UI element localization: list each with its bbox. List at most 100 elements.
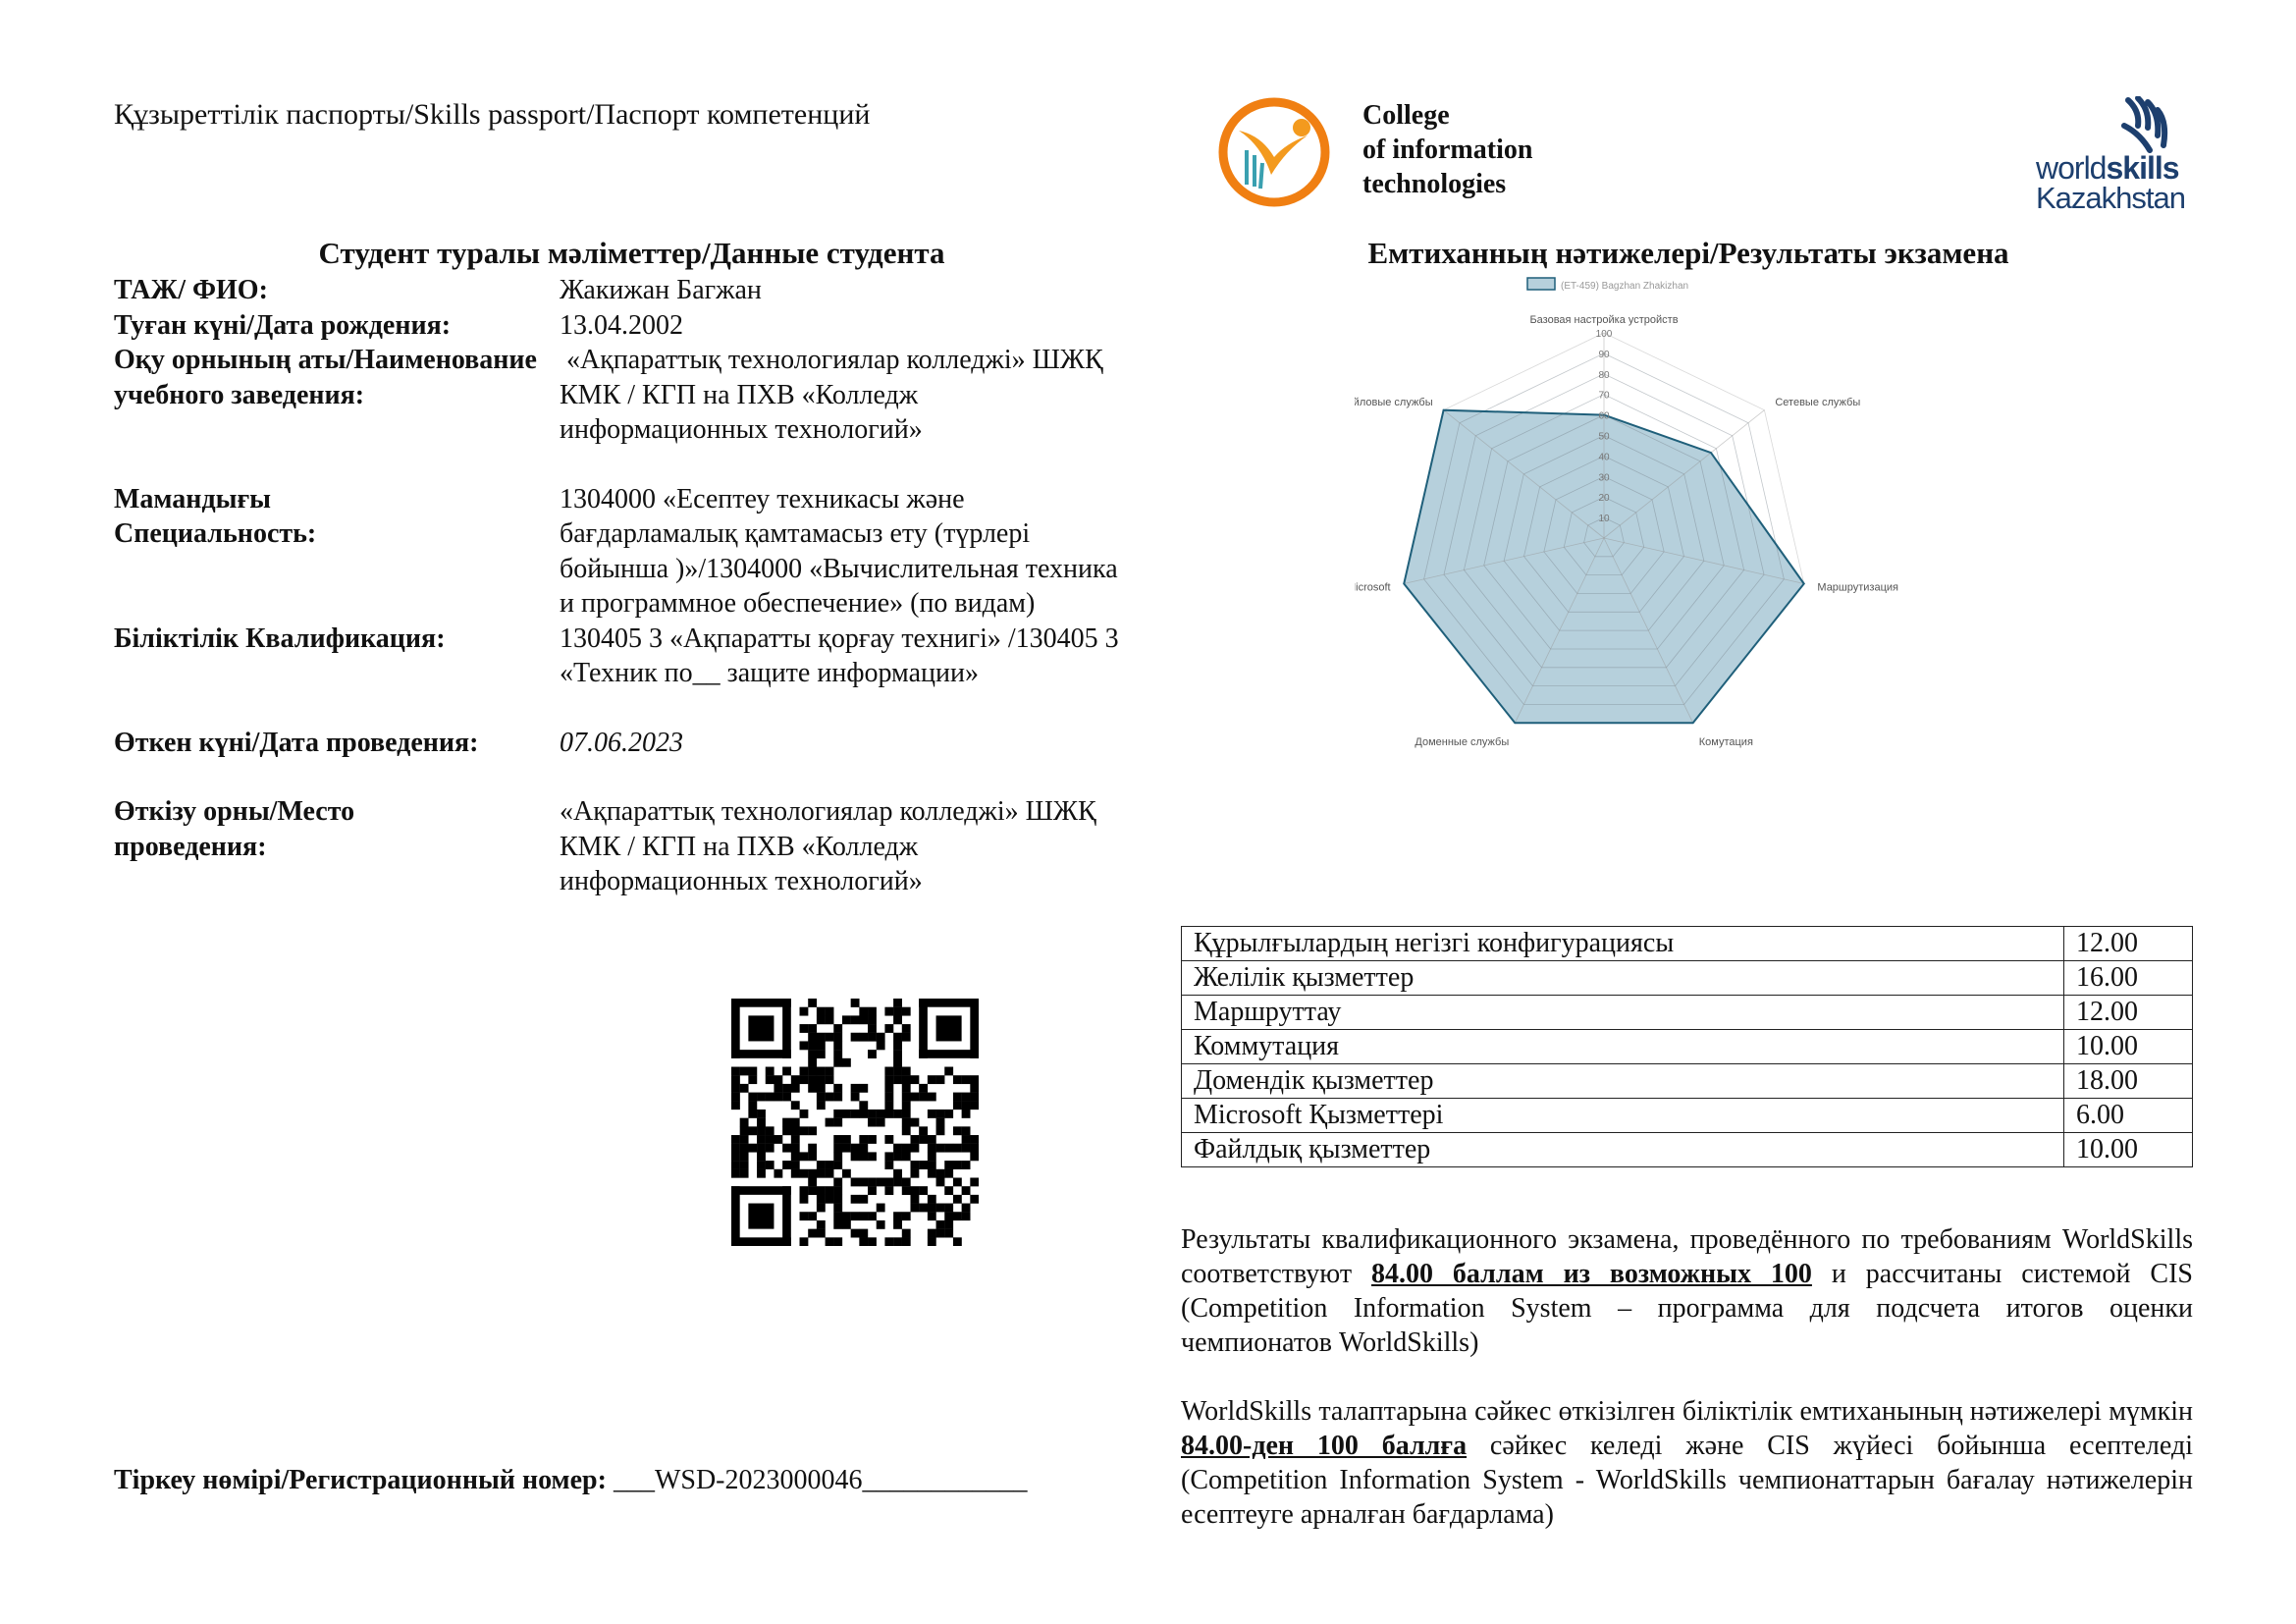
result-paragraph-ru: Результаты квалификационного экзамена, п… [1181, 1222, 2193, 1360]
qr-module [868, 1024, 877, 1033]
qr-module [868, 1212, 877, 1221]
qr-module [765, 1092, 774, 1102]
qr-module [944, 1228, 954, 1238]
qr-module [884, 1109, 894, 1118]
grid-ring [1443, 373, 1765, 687]
qr-module [799, 1075, 809, 1085]
qr-module [816, 1066, 826, 1076]
qr-module [893, 1057, 902, 1067]
qr-module [927, 1135, 936, 1144]
qr-module [748, 1066, 758, 1076]
qr-module [774, 1075, 783, 1085]
qr-module [833, 1161, 843, 1169]
qr-module [841, 1015, 851, 1025]
qr-module [927, 1092, 936, 1102]
qr-finder [731, 1186, 791, 1195]
field-label: ТАЖ/ ФИО: [114, 275, 268, 305]
qr-module [850, 1212, 860, 1221]
qr-module [893, 1006, 902, 1016]
qr-module [961, 1092, 971, 1102]
qr-module [731, 1083, 740, 1093]
qr-module [961, 1186, 971, 1196]
qr-module [952, 1101, 962, 1110]
qr-module [739, 1135, 749, 1144]
qr-module [859, 1135, 869, 1144]
table-row: Желілік қызметтер 16.00 [1181, 960, 2193, 996]
qr-finder [731, 1186, 740, 1246]
qr-module [893, 1075, 902, 1085]
qr-module [970, 1135, 979, 1144]
grid-spoke [1404, 537, 1605, 584]
qr-module [927, 1212, 936, 1221]
grid-ring [1463, 394, 1745, 669]
qr-module [825, 1006, 834, 1016]
qr-module [893, 1152, 902, 1162]
qr-module [833, 1212, 843, 1221]
module-score: 12.00 [2063, 926, 2193, 961]
category-label: Комутация [1699, 736, 1753, 748]
module-name: Маршруттау [1181, 995, 2064, 1030]
qr-module [901, 1083, 911, 1093]
qr-module [765, 1075, 774, 1085]
category-label: Маршрутизация [1817, 582, 1898, 594]
field-label: Мамандығы Специальность: [114, 483, 317, 550]
qr-module [816, 1041, 826, 1051]
field-value: Жакижан Багжан [560, 275, 762, 305]
registration-value: ___WSD-2023000046____________ [613, 1465, 1028, 1495]
field-exam-place: Өткізу орны/Место проведения: «Ақпараттық… [114, 794, 1184, 899]
qr-module [825, 1194, 834, 1204]
qr-module [901, 1177, 911, 1187]
qr-module [833, 1109, 843, 1118]
qr-module [816, 1161, 826, 1169]
worldskills-hand-icon [2121, 96, 2168, 153]
field-value: 130405 3 «Ақпаратты қорғау технигі» /130… [560, 623, 1119, 689]
qr-module [790, 1126, 800, 1136]
qr-module [876, 1109, 885, 1118]
qr-module [859, 1015, 869, 1025]
qr-module [825, 1161, 834, 1169]
qr-module [833, 1194, 843, 1204]
qr-module [901, 1032, 911, 1042]
qr-module [850, 1083, 860, 1093]
tick-label: 50 [1598, 432, 1610, 443]
qr-module [910, 1186, 920, 1196]
qr-module [884, 1237, 894, 1246]
qr-module [876, 1219, 885, 1229]
qr-finder [919, 1050, 979, 1058]
qr-module [910, 1203, 920, 1213]
qr-module [910, 1143, 920, 1153]
qr-module [961, 1075, 971, 1085]
qr-module [944, 1219, 954, 1229]
college-name-line: technologies [1362, 169, 1507, 199]
qr-module [935, 1126, 945, 1136]
qr-module [893, 1015, 902, 1025]
qr-module [884, 1152, 894, 1162]
qr-module [859, 1083, 869, 1093]
qr-module [919, 1203, 929, 1213]
qr-module [935, 1177, 945, 1187]
qr-module [859, 1101, 869, 1110]
qr-module [901, 1228, 911, 1238]
qr-module [825, 1075, 834, 1085]
table-row: Домендік қызметтер 18.00 [1181, 1063, 2193, 1099]
qr-module [799, 1041, 809, 1051]
qr-module [765, 1126, 774, 1136]
qr-module [944, 1168, 954, 1178]
qr-module [970, 1152, 979, 1162]
qr-module [816, 1075, 826, 1085]
qr-module [919, 1186, 929, 1196]
qr-module [739, 1168, 749, 1178]
qr-finder [731, 1050, 791, 1058]
qr-module [841, 1057, 851, 1067]
qr-module [970, 1101, 979, 1110]
qr-module [868, 1006, 877, 1016]
qr-module [739, 1083, 749, 1093]
qr-module [825, 1117, 834, 1127]
qr-module [859, 1177, 869, 1187]
qr-module [782, 1161, 792, 1169]
grid-ring [1503, 435, 1705, 631]
module-name: Коммутация [1181, 1029, 2064, 1064]
qr-module [833, 1203, 843, 1213]
qr-module [782, 1092, 792, 1102]
qr-module [841, 1212, 851, 1221]
